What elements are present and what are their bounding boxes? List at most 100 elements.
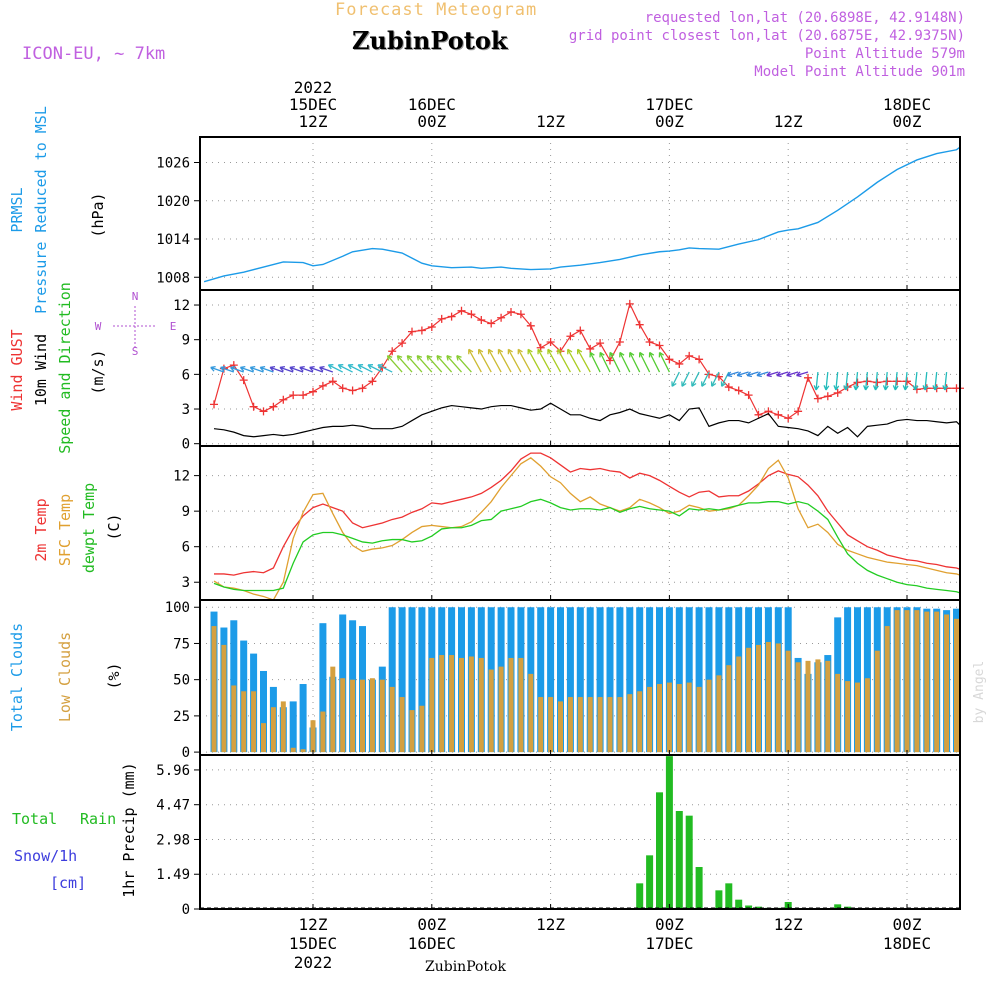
low-cloud-bar <box>429 657 435 753</box>
wind-direction-arrow <box>589 351 601 373</box>
low-cloud-bar <box>488 669 494 753</box>
rain-bar <box>755 906 762 909</box>
wind-direction-arrow <box>487 348 502 373</box>
top-time-label: 00Z <box>655 112 684 131</box>
sfc-temp-label: SFC Temp <box>56 494 74 566</box>
bottom-time-label: 00Z <box>893 915 922 934</box>
temp-unit: (C) <box>105 513 123 540</box>
gust-marker <box>873 378 882 387</box>
wind-direction-arrow <box>902 371 909 391</box>
gust-marker <box>685 351 694 360</box>
gust-marker <box>645 338 654 346</box>
wind-direction-label: Speed and Direction <box>56 282 74 454</box>
gust-marker <box>606 356 614 365</box>
clouds-unit: (%) <box>105 662 123 689</box>
low-cloud-bar <box>508 657 514 753</box>
wind-direction-arrow <box>347 364 363 373</box>
y-tick-label: 6 <box>182 540 190 556</box>
low-cloud-bar <box>924 611 930 753</box>
low-cloud-bar <box>775 643 781 753</box>
wind-direction-arrow <box>577 348 591 373</box>
precip-unit: 1hr Precip (mm) <box>120 762 138 897</box>
low-cloud-bar <box>498 666 504 753</box>
y-tick-label: 5.96 <box>156 763 190 779</box>
pressure-unit: (hPa) <box>89 192 107 237</box>
wind-unit: (m/s) <box>89 349 107 394</box>
wind-direction-arrow <box>638 351 651 373</box>
compass-south: S <box>132 345 139 358</box>
total-cloud-bar <box>557 607 564 753</box>
low-cloud-bar <box>686 682 692 753</box>
low-cloud-bar <box>904 610 910 753</box>
wind-direction-arrow <box>648 351 661 373</box>
wind-direction-arrow <box>736 371 749 378</box>
low-cloud-bar <box>647 686 653 753</box>
y-tick-label: 75 <box>173 636 190 652</box>
low-cloud-bar <box>676 684 682 753</box>
gust-marker <box>734 386 743 395</box>
rain-bar <box>745 905 753 909</box>
total-cloud-bar <box>705 607 713 753</box>
rain-bar <box>715 890 723 909</box>
gust-label: Wind GUST <box>8 329 26 410</box>
wind-direction-arrow <box>239 365 254 373</box>
gust-marker <box>893 377 902 386</box>
low-cloud-bar <box>280 701 286 753</box>
low-cloud-bar <box>795 662 801 753</box>
rain-bar <box>735 899 743 909</box>
y-tick-label: 50 <box>173 673 190 689</box>
y-tick-label: 6 <box>182 367 190 383</box>
wind-direction-arrow <box>776 371 789 378</box>
product-title: Forecast Meteogram <box>335 0 538 20</box>
footer-station: ZubinPotok <box>425 959 507 975</box>
rain-bar <box>695 867 703 909</box>
wind-label: 10m Wind <box>32 334 50 406</box>
top-time-label: 00Z <box>417 112 446 131</box>
total-cloud-bar <box>537 607 545 753</box>
y-tick-label: 100 <box>165 600 190 616</box>
low-cloud-bar <box>835 673 841 753</box>
wind-direction-arrow <box>468 348 482 373</box>
bottom-time-label: 00Z <box>655 915 684 934</box>
wind-direction-arrow <box>681 371 690 387</box>
rain-bar <box>675 811 683 909</box>
wind-direction-arrow <box>337 364 353 373</box>
low-cloud-bar <box>320 711 326 753</box>
wind-direction-arrow <box>279 365 294 373</box>
gust-marker <box>695 355 704 364</box>
low-cloud-bar <box>587 697 593 753</box>
low-cloud-bar <box>419 705 425 753</box>
gust-marker <box>259 407 268 416</box>
low-cloud-bar <box>231 685 237 753</box>
gust-marker <box>210 400 218 409</box>
bottom-time-label: 12Z <box>774 915 803 934</box>
low-cloud-bar <box>756 644 761 753</box>
gust-marker <box>417 326 426 335</box>
gust-marker <box>318 381 327 390</box>
low-cloud-bar <box>845 681 851 753</box>
gust-marker <box>596 339 605 348</box>
low-cloud-bar <box>409 710 415 753</box>
bottom-time-label: 17DEC <box>645 934 693 953</box>
y-tick-label: 0 <box>182 902 190 918</box>
wind-speed-line <box>213 402 961 438</box>
total-clouds-label: Total Clouds <box>8 623 26 731</box>
wind-direction-arrow <box>377 364 393 373</box>
requested-coords: requested lon,lat (20.6898E, 42.9148N) <box>644 10 965 26</box>
gust-marker <box>328 377 337 386</box>
total-cloud-bar <box>685 607 693 753</box>
gust-marker <box>883 377 892 386</box>
gust-marker <box>239 376 248 385</box>
bottom-time-label: 12Z <box>299 915 328 934</box>
low-cloud-bar <box>785 650 791 753</box>
wind-direction-arrow <box>249 365 264 373</box>
gust-marker <box>804 373 812 382</box>
low-cloud-bar <box>726 665 732 753</box>
gust-marker <box>724 383 733 392</box>
gust-marker <box>309 387 317 396</box>
gust-marker <box>546 338 555 346</box>
total-cloud-bar <box>656 607 663 753</box>
gust-marker <box>615 338 624 346</box>
wind-direction-arrow <box>210 365 225 373</box>
